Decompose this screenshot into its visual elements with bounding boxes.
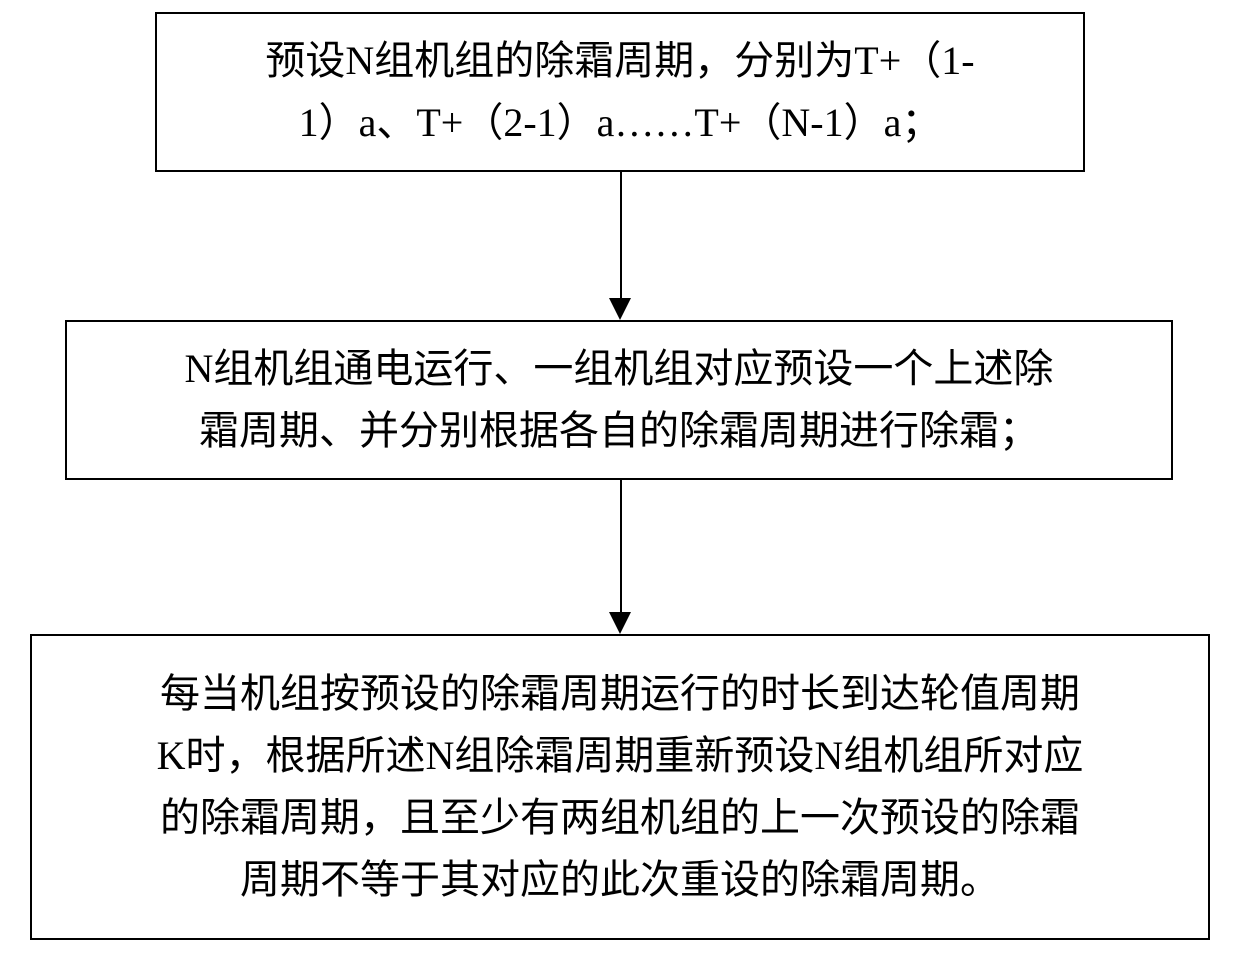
arrow-2-shaft: [620, 480, 622, 612]
arrow-1-head: [609, 298, 631, 320]
flow-step-1-text: 预设N组机组的除霜周期，分别为T+（1- 1）a、T+（2-1）a……T+（N-…: [265, 30, 974, 154]
flow-step-3: 每当机组按预设的除霜周期运行的时长到达轮值周期 K时，根据所述N组除霜周期重新预…: [30, 634, 1210, 940]
flow-step-2-text: N组机组通电运行、一组机组对应预设一个上述除 霜周期、并分别根据各自的除霜周期进…: [185, 338, 1054, 462]
arrow-1-shaft: [620, 172, 622, 298]
flow-step-3-text: 每当机组按预设的除霜周期运行的时长到达轮值周期 K时，根据所述N组除霜周期重新预…: [157, 663, 1084, 911]
flow-step-1: 预设N组机组的除霜周期，分别为T+（1- 1）a、T+（2-1）a……T+（N-…: [155, 12, 1085, 172]
flow-step-2: N组机组通电运行、一组机组对应预设一个上述除 霜周期、并分别根据各自的除霜周期进…: [65, 320, 1173, 480]
flowchart-canvas: 预设N组机组的除霜周期，分别为T+（1- 1）a、T+（2-1）a……T+（N-…: [0, 0, 1240, 977]
arrow-2-head: [609, 612, 631, 634]
